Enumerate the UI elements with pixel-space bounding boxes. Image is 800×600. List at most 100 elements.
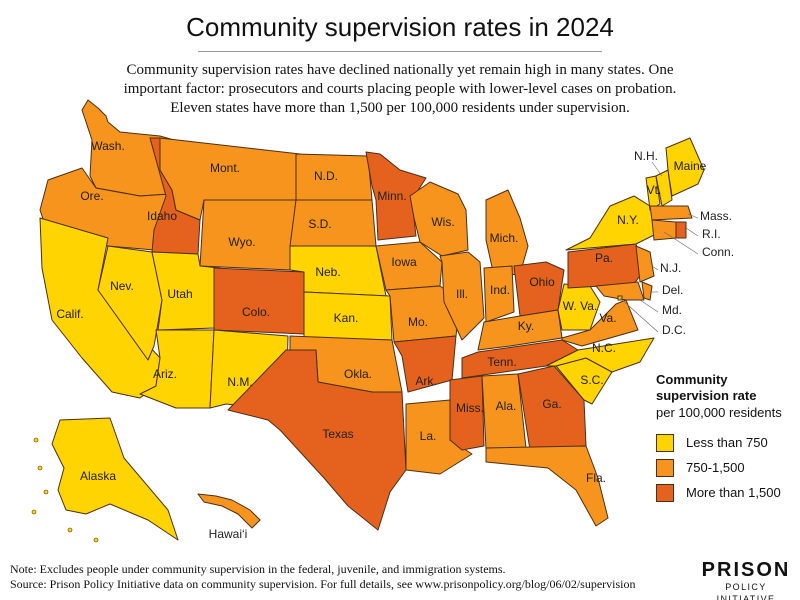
state-label-alaska: Alaska (80, 469, 116, 483)
state-label-wash: Wash. (91, 139, 125, 153)
state-label-n-m: N.M. (227, 375, 252, 389)
title-divider (198, 51, 602, 52)
state-shape-calif (39, 217, 161, 399)
leader-line (619, 297, 659, 333)
legend-label: 750-1,500 (686, 460, 745, 475)
alaska-island (33, 437, 39, 443)
state-shape-ga (517, 365, 587, 451)
legend-swatch (656, 458, 674, 477)
state-label-miss: Miss. (456, 401, 484, 415)
state-shape-mich (485, 189, 529, 277)
map-subtitle: Community supervision rates have decline… (110, 61, 690, 118)
state-shape-md (595, 281, 645, 301)
state-label-wyo: Wyo. (228, 235, 255, 249)
alaska-island (93, 537, 99, 543)
state-shape-r-i (675, 221, 687, 239)
legend-item-low: Less than 750 (656, 430, 782, 455)
state-label-ky: Ky. (518, 319, 534, 333)
state-label-maine: Maine (674, 159, 707, 173)
map-legend: Community supervision rate per 100,000 r… (656, 372, 782, 505)
legend-swatch (656, 433, 674, 452)
state-shape-n-c (545, 337, 655, 373)
legend-label: Less than 750 (686, 435, 768, 450)
state-label-calif: Calif. (56, 307, 83, 321)
state-shape-fla (485, 445, 609, 527)
state-shape-wis (409, 181, 469, 257)
alaska-island (43, 489, 49, 495)
leader-line (685, 227, 699, 237)
state-shape-ill (439, 251, 485, 341)
legend-item-high: More than 1,500 (656, 480, 782, 505)
state-label-n-d: N.D. (314, 169, 338, 183)
legend-subtitle: per 100,000 residents (656, 405, 782, 420)
state-label-va: Va. (599, 311, 616, 325)
state-shape-va (561, 299, 639, 347)
state-shape-mass (649, 205, 693, 221)
state-label-del: Del. (662, 283, 683, 297)
state-label-idaho: Idaho (147, 209, 177, 223)
state-label-colo: Colo. (242, 305, 270, 319)
state-label-texas: Texas (322, 427, 353, 441)
legend-title: supervision rate (656, 388, 757, 403)
state-shape-n-h (655, 169, 673, 207)
state-label-n-y: N.Y. (617, 213, 639, 227)
prison-policy-logo: PRISON POLICY INITIATIVE (700, 559, 792, 600)
state-label-minn: Minn. (377, 189, 406, 203)
state-label-ill: Ill. (456, 287, 468, 301)
state-shape-n-y (565, 195, 657, 251)
state-shape-del (641, 281, 653, 301)
state-label-w-va: W. Va. (563, 299, 597, 313)
note-text: Note: Excludes people under community su… (10, 562, 506, 576)
state-shape-conn (651, 219, 677, 241)
state-label-mo: Mo. (408, 315, 428, 329)
subtitle-line: Community supervision rates have decline… (126, 62, 674, 78)
state-label-ala: Ala. (496, 399, 517, 413)
alaska-island (67, 527, 73, 533)
subtitle-line: important factor: prosecutors and courts… (123, 81, 677, 97)
alaska-island (37, 465, 43, 471)
state-label-s-c: S.C. (580, 373, 603, 387)
state-shape-miss (449, 375, 485, 451)
state-label-iowa: Iowa (391, 255, 417, 269)
state-label-n-j: N.J. (660, 261, 681, 275)
state-shape-texas (227, 349, 407, 531)
state-label-tenn: Tenn. (487, 355, 516, 369)
state-label-conn: Conn. (702, 245, 734, 259)
state-label-wis: Wis. (431, 215, 454, 229)
state-label-mont: Mont. (210, 161, 240, 175)
source-text: Source: Prison Policy Initiative data on… (10, 577, 636, 591)
state-label-ariz: Ariz. (153, 367, 177, 381)
state-label-hawai-i: Hawai‘i (209, 527, 248, 541)
state-label-mass: Mass. (700, 209, 732, 223)
footnote: Note: Excludes people under community su… (10, 562, 636, 592)
state-label-pa: Pa. (595, 251, 613, 265)
state-label-d-c: D.C. (662, 323, 686, 337)
state-shape-vt (645, 175, 661, 211)
state-label-ohio: Ohio (529, 275, 555, 289)
leader-line (663, 231, 699, 255)
leader-line (651, 161, 663, 177)
state-label-s-d: S.D. (308, 217, 331, 231)
state-shape-iowa (375, 241, 443, 291)
state-label-r-i: R.I. (702, 227, 721, 241)
legend-swatch (656, 483, 674, 502)
logo-subtext: POLICY INITIATIVE (716, 582, 776, 600)
state-label-ga: Ga. (542, 397, 561, 411)
state-label-fla: Fla. (586, 471, 606, 485)
state-label-ore: Ore. (80, 189, 103, 203)
state-shape-colo (213, 267, 305, 335)
logo-text: PRISON (701, 559, 791, 581)
state-label-n-c: N.C. (592, 341, 616, 355)
state-shape-alaska (51, 417, 179, 541)
state-label-okla: Okla. (344, 367, 372, 381)
state-label-la: La. (420, 429, 437, 443)
leader-line (687, 213, 699, 219)
state-label-ind: Ind. (490, 283, 510, 297)
state-shape-ohio (513, 261, 565, 317)
state-shape-s-d (289, 199, 377, 247)
alaska-island (31, 509, 37, 515)
state-shape-hawai-i (197, 493, 261, 529)
leader-line (651, 265, 659, 271)
state-label-ark: Ark. (415, 374, 436, 388)
